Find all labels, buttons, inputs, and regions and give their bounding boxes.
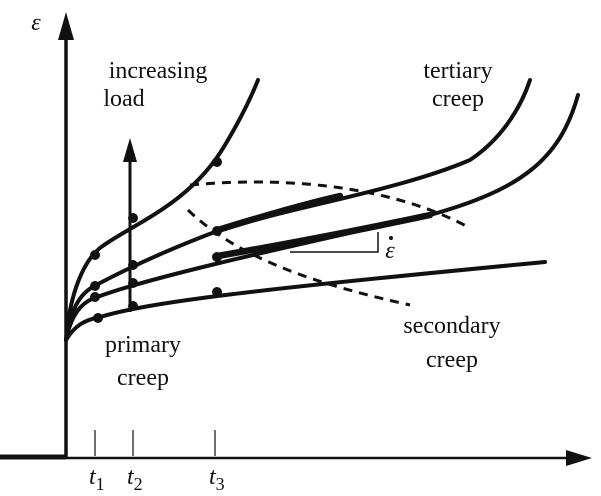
secondary-segment <box>214 192 344 234</box>
label: creep <box>117 365 169 391</box>
point <box>212 226 222 236</box>
tick-label: t3 <box>209 464 225 494</box>
triangle <box>290 232 379 253</box>
point <box>90 292 100 302</box>
label: creep <box>426 347 478 373</box>
label: increasing <box>109 58 208 84</box>
rate-label: ε <box>385 238 395 264</box>
point <box>90 250 100 260</box>
tick-sub: 1 <box>96 474 105 494</box>
tick-sub: 3 <box>216 474 225 494</box>
load-arrow <box>123 138 137 312</box>
label: creep <box>432 86 484 112</box>
creep-curve <box>64 78 260 342</box>
tertiary-boundary <box>189 180 471 230</box>
axes <box>0 12 592 466</box>
label: tertiary <box>423 58 492 84</box>
label: primary <box>105 332 181 358</box>
tick-main: t <box>89 464 97 490</box>
secondary-segment <box>214 211 434 260</box>
point <box>93 313 103 323</box>
curves <box>64 78 580 342</box>
tick-label: t1 <box>89 464 105 494</box>
tick-label: t2 <box>127 464 143 494</box>
y-arrow <box>58 12 74 40</box>
primary-boundary <box>186 208 411 307</box>
tick-main: t <box>127 464 135 490</box>
tick-labels: t1 t2 t3 <box>89 464 225 494</box>
creep-curve <box>64 260 547 342</box>
tick-sub: 2 <box>134 474 143 494</box>
rate-dot <box>389 236 393 240</box>
label: secondary <box>403 313 500 339</box>
point <box>212 157 222 167</box>
slope-triangle <box>290 232 393 253</box>
arrow-head <box>123 138 137 162</box>
tick-main: t <box>209 464 217 490</box>
point <box>212 287 222 297</box>
creep-curve <box>64 78 532 342</box>
axis-label: ε <box>31 10 41 36</box>
point <box>212 252 222 262</box>
point <box>90 281 100 291</box>
label: load <box>103 86 144 112</box>
x-arrow <box>566 450 592 466</box>
